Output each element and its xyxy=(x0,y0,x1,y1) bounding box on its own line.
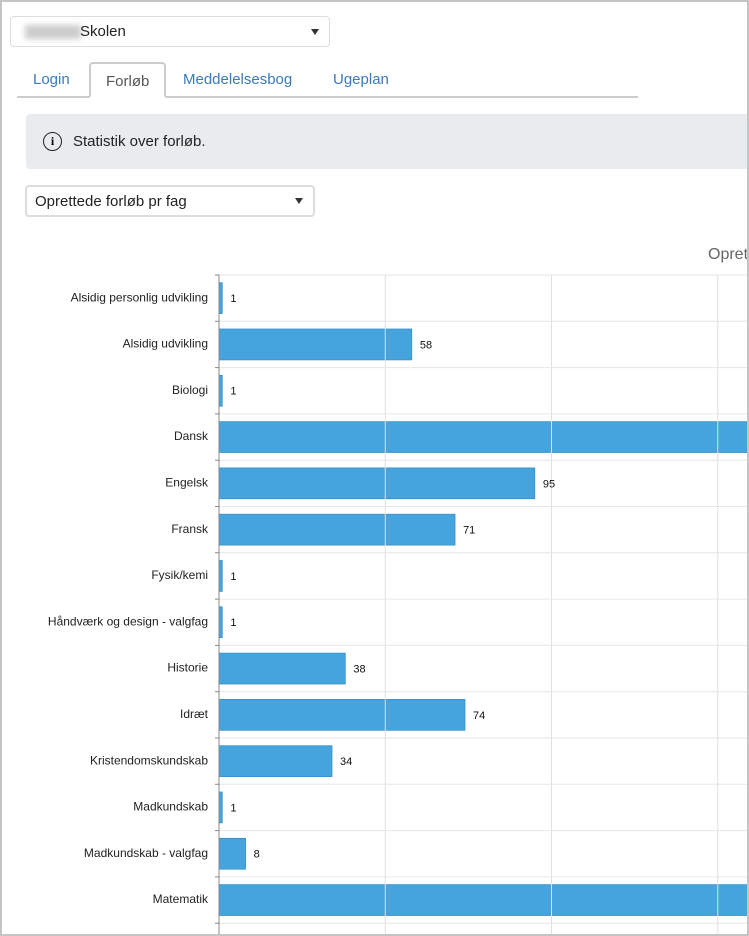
tab-underline xyxy=(17,96,638,98)
category-label: Matematik xyxy=(153,892,209,906)
school-name: Skolen xyxy=(80,23,126,40)
category-label: Alsidig personlig udvikling xyxy=(71,290,208,304)
value-label: 8 xyxy=(254,849,260,861)
category-label: Biologi xyxy=(172,383,208,397)
bar xyxy=(218,699,466,731)
tab[interactable]: Forløb xyxy=(89,62,167,98)
info-text: Statistik over forløb. xyxy=(73,133,206,150)
value-label: 74 xyxy=(473,710,485,722)
category-label: Kristendomskundskab xyxy=(90,753,208,767)
bar xyxy=(218,652,346,685)
school-select[interactable]: Skolen xyxy=(10,16,330,47)
value-label: 1 xyxy=(230,571,236,583)
value-label: 1 xyxy=(230,386,236,398)
value-label: 1 xyxy=(230,617,236,629)
value-label: 1 xyxy=(230,802,236,814)
value-label: 38 xyxy=(353,663,365,675)
bar xyxy=(218,837,246,870)
bar xyxy=(218,467,536,500)
chart-title: Opret xyxy=(708,246,749,263)
report-select[interactable]: Oprettede forløb pr fag xyxy=(25,185,315,217)
info-icon: i xyxy=(43,132,62,151)
bar xyxy=(218,421,747,453)
value-label: 1 xyxy=(230,293,236,305)
category-label: Dansk xyxy=(174,429,209,443)
category-label: Fransk xyxy=(171,522,209,536)
bar xyxy=(218,884,747,916)
category-label: Idræt xyxy=(180,707,209,721)
category-label: Madkundskab - valgfag xyxy=(84,846,208,860)
value-label: 58 xyxy=(420,339,432,351)
tab[interactable]: Meddelelsesbog xyxy=(183,71,293,88)
tab[interactable]: Login xyxy=(33,71,70,88)
category-label: Madkundskab xyxy=(133,800,208,814)
category-label: Alsidig udvikling xyxy=(123,337,208,351)
value-label: 95 xyxy=(543,478,555,490)
category-label: Fysik/kemi xyxy=(151,568,208,582)
dropdown-caret xyxy=(311,28,319,35)
dropdown-caret xyxy=(295,198,303,204)
blurred-name xyxy=(25,25,81,39)
category-label: Håndværk og design - valgfag xyxy=(48,614,208,628)
bar xyxy=(218,745,333,777)
plot-area xyxy=(218,282,747,916)
category-label: Historie xyxy=(167,661,208,675)
value-label: 34 xyxy=(340,756,352,768)
category-label: Engelsk xyxy=(165,476,209,490)
bar xyxy=(218,328,413,361)
info-box: i Statistik over forløb. xyxy=(26,114,747,169)
tab[interactable]: Ugeplan xyxy=(333,71,389,88)
bar xyxy=(218,513,456,546)
value-label: 71 xyxy=(463,525,475,537)
report-name: Oprettede forløb pr fag xyxy=(35,193,187,210)
